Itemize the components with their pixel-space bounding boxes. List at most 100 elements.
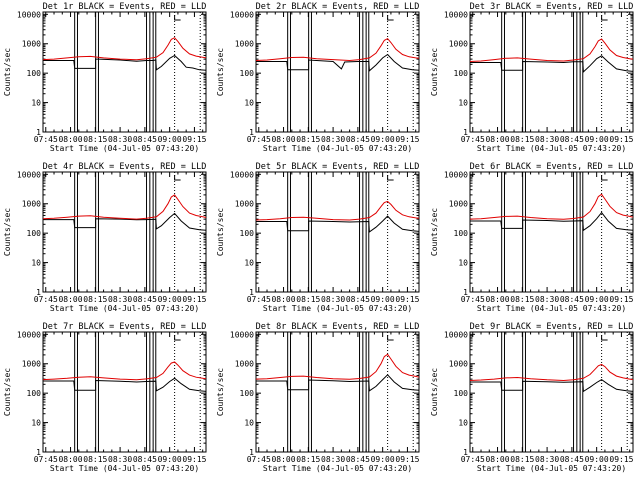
y-tick-label: 10000 bbox=[444, 170, 468, 179]
y-tick-label: 100 bbox=[27, 389, 42, 398]
plot-frame bbox=[42, 11, 207, 133]
attenuator-marker bbox=[174, 175, 181, 181]
y-axis-label: Counts/sec bbox=[430, 368, 439, 416]
y-tick-label: 1000 bbox=[235, 360, 254, 369]
attenuator-marker bbox=[174, 335, 181, 341]
x-tick-label: 08:00 bbox=[485, 135, 509, 144]
y-tick-label: 1000 bbox=[22, 40, 41, 49]
panel-det-1: Det 1r BLACK = Events, RED = LLD 1 10 100 10… bbox=[3, 2, 207, 153]
y-tick-label: 100 bbox=[27, 229, 42, 238]
x-tick-label: 07:45 bbox=[247, 135, 271, 144]
y-tick-label: 1000 bbox=[22, 360, 41, 369]
events-series-line bbox=[43, 377, 207, 392]
x-tick-label: 09:15 bbox=[395, 455, 419, 464]
y-tick-label: 10 bbox=[458, 259, 468, 268]
panel-title: Det 3r BLACK = Events, RED = LLD bbox=[470, 2, 634, 12]
y-tick-label: 10000 bbox=[230, 170, 254, 179]
x-tick-label: 09:15 bbox=[609, 295, 633, 304]
x-tick-label: 08:45 bbox=[346, 455, 370, 464]
plot-frame bbox=[469, 11, 634, 133]
y-tick-label: 10 bbox=[244, 419, 254, 428]
lld-series-line bbox=[255, 200, 420, 221]
attenuator-marker bbox=[387, 15, 394, 21]
y-axis-label: Counts/sec bbox=[430, 208, 439, 256]
y-tick-label: 1000 bbox=[449, 360, 468, 369]
y-tick-label: 1000 bbox=[449, 40, 468, 49]
y-tick-label: 10 bbox=[31, 99, 41, 108]
x-axis-label: Start Time (04-Jul-05 07:43:20) bbox=[263, 304, 412, 313]
x-tick-label: 08:15 bbox=[510, 455, 534, 464]
x-tick-label: 08:00 bbox=[58, 455, 82, 464]
y-tick-label: 100 bbox=[240, 69, 255, 78]
x-tick-label: 08:15 bbox=[296, 455, 320, 464]
y-tick-label: 1 bbox=[463, 128, 468, 137]
x-tick-label: 09:15 bbox=[182, 135, 206, 144]
panel-title: Det 2r BLACK = Events, RED = LLD bbox=[256, 2, 420, 12]
y-tick-label: 1000 bbox=[235, 40, 254, 49]
x-axis-label: Start Time (04-Jul-05 07:43:20) bbox=[50, 304, 199, 313]
x-tick-label: 09:00 bbox=[585, 455, 609, 464]
x-tick-label: 08:15 bbox=[83, 295, 107, 304]
x-tick-label: 08:45 bbox=[133, 135, 157, 144]
x-tick-label: 08:30 bbox=[535, 295, 559, 304]
x-tick-label: 07:45 bbox=[34, 295, 58, 304]
x-axis-label: Start Time (04-Jul-05 07:43:20) bbox=[50, 144, 199, 153]
x-tick-label: 08:00 bbox=[271, 135, 295, 144]
panel-det-3: Det 3r BLACK = Events, RED = LLD 1 10 100 10… bbox=[430, 2, 634, 153]
plot-frame bbox=[255, 11, 420, 133]
lld-series-line bbox=[469, 363, 634, 382]
events-series-line bbox=[256, 215, 420, 233]
panel-title: Det 5r BLACK = Events, RED = LLD bbox=[256, 162, 420, 172]
y-tick-label: 10000 bbox=[17, 10, 41, 19]
events-series-line bbox=[43, 212, 207, 231]
plot-frame bbox=[469, 171, 634, 293]
events-series-line bbox=[256, 53, 420, 72]
y-tick-label: 100 bbox=[27, 69, 42, 78]
x-axis-label: Start Time (04-Jul-05 07:43:20) bbox=[263, 464, 412, 473]
lld-series-line bbox=[42, 361, 207, 381]
lld-series-line bbox=[42, 194, 207, 220]
y-tick-label: 100 bbox=[240, 389, 255, 398]
x-axis-label: Start Time (04-Jul-05 07:43:20) bbox=[477, 464, 626, 473]
x-tick-label: 08:15 bbox=[83, 455, 107, 464]
x-tick-label: 09:00 bbox=[371, 135, 395, 144]
x-tick-label: 08:00 bbox=[271, 295, 295, 304]
events-series-line bbox=[256, 374, 420, 392]
panel-title: Det 8r BLACK = Events, RED = LLD bbox=[256, 322, 420, 332]
plot-frame bbox=[42, 331, 207, 453]
x-tick-label: 07:45 bbox=[247, 455, 271, 464]
y-tick-label: 10000 bbox=[17, 170, 41, 179]
y-tick-label: 100 bbox=[454, 389, 469, 398]
y-tick-label: 10000 bbox=[230, 10, 254, 19]
panel-det-2: Det 2r BLACK = Events, RED = LLD 1 10 100 10… bbox=[216, 2, 420, 153]
x-tick-label: 08:45 bbox=[133, 455, 157, 464]
y-axis-label: Counts/sec bbox=[216, 48, 225, 96]
x-tick-label: 08:00 bbox=[271, 455, 295, 464]
y-tick-label: 1 bbox=[249, 128, 254, 137]
x-axis-label: Start Time (04-Jul-05 07:43:20) bbox=[477, 144, 626, 153]
x-tick-label: 08:30 bbox=[321, 135, 345, 144]
y-tick-label: 1 bbox=[36, 448, 41, 457]
x-tick-label: 08:30 bbox=[321, 455, 345, 464]
events-series-line bbox=[470, 379, 634, 393]
x-tick-label: 09:00 bbox=[158, 135, 182, 144]
y-tick-label: 100 bbox=[454, 229, 469, 238]
y-tick-label: 10 bbox=[31, 259, 41, 268]
panel-title: Det 1r BLACK = Events, RED = LLD bbox=[43, 2, 207, 12]
x-tick-label: 08:15 bbox=[83, 135, 107, 144]
x-tick-label: 09:00 bbox=[371, 455, 395, 464]
x-tick-label: 07:45 bbox=[461, 135, 485, 144]
attenuator-marker bbox=[601, 175, 608, 181]
y-tick-label: 10000 bbox=[230, 330, 254, 339]
x-tick-label: 09:15 bbox=[395, 295, 419, 304]
panel-title: Det 9r BLACK = Events, RED = LLD bbox=[470, 322, 634, 332]
x-tick-label: 08:45 bbox=[133, 295, 157, 304]
x-tick-label: 08:15 bbox=[296, 295, 320, 304]
lld-series-line bbox=[255, 353, 420, 380]
y-tick-label: 1 bbox=[36, 128, 41, 137]
x-tick-label: 07:45 bbox=[34, 135, 58, 144]
y-tick-label: 1000 bbox=[235, 200, 254, 209]
plot-frame bbox=[255, 331, 420, 453]
y-axis-label: Counts/sec bbox=[430, 48, 439, 96]
